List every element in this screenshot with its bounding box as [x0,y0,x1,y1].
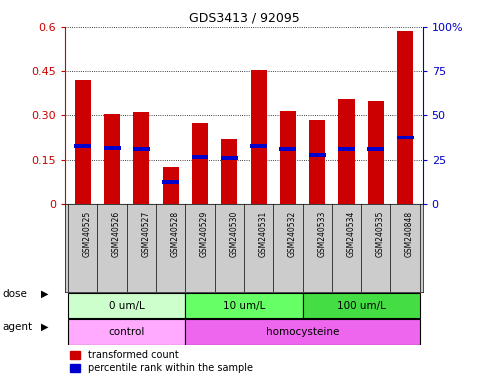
Text: homocysteine: homocysteine [266,327,339,337]
Text: GSM240529: GSM240529 [200,211,209,257]
Text: ▶: ▶ [41,322,49,332]
Text: GSM240528: GSM240528 [170,211,180,257]
Bar [309,153,326,157]
Bar [221,139,237,204]
Text: GSM240530: GSM240530 [229,211,238,257]
Bar [192,123,208,204]
Bar [75,80,91,204]
Bar [163,167,179,204]
Bar [68,319,185,345]
Bar [309,120,325,204]
Bar [221,156,238,160]
Bar [133,147,150,151]
Text: GSM240526: GSM240526 [112,211,121,257]
Text: 0 um/L: 0 um/L [109,301,144,311]
Text: GSM240533: GSM240533 [317,211,326,257]
Text: control: control [109,327,145,337]
Bar [397,136,413,139]
Bar [279,147,296,151]
Text: GSM240535: GSM240535 [376,211,385,257]
Text: GSM240532: GSM240532 [288,211,297,257]
Text: dose: dose [2,289,28,299]
Text: GSM240531: GSM240531 [258,211,268,257]
Bar [104,114,120,204]
Bar [74,144,91,148]
Bar [104,146,121,150]
Bar [368,101,384,204]
Bar [338,147,355,151]
Bar [251,70,267,204]
Bar [192,155,209,159]
Bar [367,147,384,151]
Bar [339,99,355,204]
Bar [397,31,413,204]
Text: 100 um/L: 100 um/L [337,301,385,311]
Bar [133,113,149,204]
Text: GSM240534: GSM240534 [346,211,355,257]
Text: ▶: ▶ [41,289,49,299]
Bar [185,293,302,318]
Bar [185,319,420,345]
Text: GSM240527: GSM240527 [142,211,150,257]
Bar [162,180,179,184]
Text: agent: agent [2,322,32,332]
Text: 10 um/L: 10 um/L [223,301,265,311]
Bar [280,111,296,204]
Title: GDS3413 / 92095: GDS3413 / 92095 [188,11,299,24]
Bar [302,293,420,318]
Bar [68,293,185,318]
Text: GSM240848: GSM240848 [405,211,414,257]
Text: GSM240525: GSM240525 [83,211,92,257]
Legend: transformed count, percentile rank within the sample: transformed count, percentile rank withi… [70,350,253,373]
Bar [250,144,267,148]
